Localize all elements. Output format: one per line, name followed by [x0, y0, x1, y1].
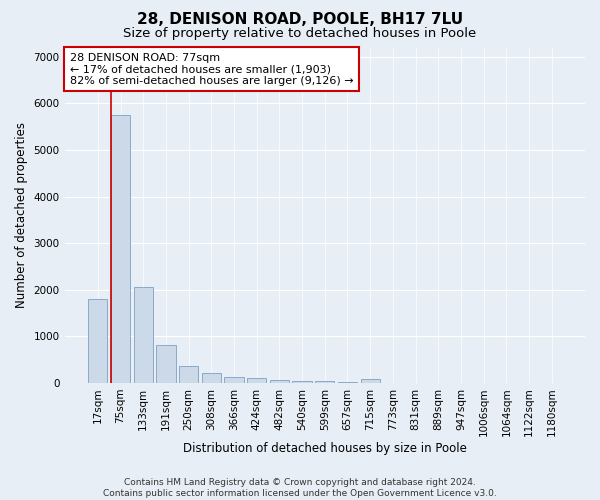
Bar: [315, 381, 334, 383]
Bar: [111, 115, 130, 383]
Bar: [292, 380, 312, 383]
Bar: [270, 380, 289, 383]
Bar: [156, 344, 176, 383]
Bar: [134, 288, 153, 383]
Bar: [202, 373, 221, 383]
Text: Contains HM Land Registry data © Crown copyright and database right 2024.
Contai: Contains HM Land Registry data © Crown c…: [103, 478, 497, 498]
Y-axis label: Number of detached properties: Number of detached properties: [15, 122, 28, 308]
Text: 28 DENISON ROAD: 77sqm
← 17% of detached houses are smaller (1,903)
82% of semi-: 28 DENISON ROAD: 77sqm ← 17% of detached…: [70, 52, 353, 86]
Bar: [361, 378, 380, 383]
Bar: [247, 378, 266, 383]
Text: Size of property relative to detached houses in Poole: Size of property relative to detached ho…: [124, 28, 476, 40]
Bar: [179, 366, 198, 383]
Bar: [88, 299, 107, 383]
Bar: [338, 382, 357, 383]
X-axis label: Distribution of detached houses by size in Poole: Distribution of detached houses by size …: [183, 442, 467, 455]
Text: 28, DENISON ROAD, POOLE, BH17 7LU: 28, DENISON ROAD, POOLE, BH17 7LU: [137, 12, 463, 28]
Bar: [224, 378, 244, 383]
